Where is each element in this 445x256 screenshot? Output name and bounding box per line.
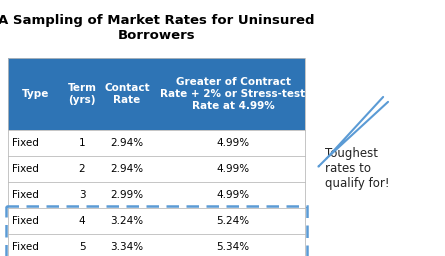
Text: 2.94%: 2.94% <box>110 138 144 148</box>
Text: 4.99%: 4.99% <box>216 164 250 174</box>
Text: Fixed: Fixed <box>12 190 39 200</box>
Text: 3.24%: 3.24% <box>110 216 144 226</box>
Text: 5.34%: 5.34% <box>216 242 250 252</box>
Bar <box>6 206 307 256</box>
Text: Fixed: Fixed <box>12 216 39 226</box>
Text: Fixed: Fixed <box>12 164 39 174</box>
Text: Fixed: Fixed <box>12 242 39 252</box>
Text: 4.99%: 4.99% <box>216 138 250 148</box>
Bar <box>8 58 305 130</box>
Text: 2.94%: 2.94% <box>110 164 144 174</box>
Text: 2: 2 <box>79 164 85 174</box>
Text: Type: Type <box>22 89 49 99</box>
Text: 1: 1 <box>79 138 85 148</box>
Text: Toughest
rates to
qualify for!: Toughest rates to qualify for! <box>325 146 389 189</box>
Text: 3: 3 <box>79 190 85 200</box>
Text: Greater of Contract
Rate + 2% or Stress-test
Rate at 4.99%: Greater of Contract Rate + 2% or Stress-… <box>161 77 306 111</box>
Text: A Sampling of Market Rates for Uninsured
Borrowers: A Sampling of Market Rates for Uninsured… <box>0 14 315 42</box>
Text: 3.34%: 3.34% <box>110 242 144 252</box>
Bar <box>8 58 305 256</box>
Text: Contact
Rate: Contact Rate <box>104 83 150 105</box>
Text: 5.24%: 5.24% <box>216 216 250 226</box>
Text: Term
(yrs): Term (yrs) <box>68 83 97 105</box>
Text: 2.99%: 2.99% <box>110 190 144 200</box>
Text: 4: 4 <box>79 216 85 226</box>
Text: Fixed: Fixed <box>12 138 39 148</box>
Text: 5: 5 <box>79 242 85 252</box>
Text: 4.99%: 4.99% <box>216 190 250 200</box>
